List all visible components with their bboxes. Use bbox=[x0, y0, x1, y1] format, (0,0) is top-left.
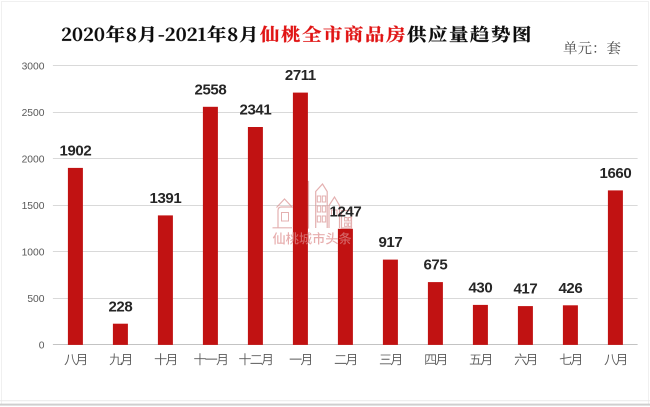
svg-text:2711: 2711 bbox=[285, 67, 316, 84]
svg-text:2000: 2000 bbox=[22, 154, 45, 165]
svg-text:1500: 1500 bbox=[22, 201, 45, 212]
svg-text:2341: 2341 bbox=[240, 102, 272, 119]
svg-text:228: 228 bbox=[108, 298, 132, 315]
svg-text:1391: 1391 bbox=[150, 190, 182, 207]
svg-text:1902: 1902 bbox=[60, 143, 92, 160]
svg-text:917: 917 bbox=[378, 234, 402, 251]
svg-text:3000: 3000 bbox=[22, 61, 45, 72]
svg-text:2500: 2500 bbox=[22, 108, 45, 119]
svg-text:430: 430 bbox=[468, 280, 492, 297]
svg-text:500: 500 bbox=[27, 294, 44, 305]
svg-text:1000: 1000 bbox=[22, 247, 45, 258]
svg-text:1660: 1660 bbox=[600, 165, 632, 182]
svg-text:1247: 1247 bbox=[330, 203, 362, 220]
svg-text:2558: 2558 bbox=[195, 81, 227, 98]
svg-text:426: 426 bbox=[558, 280, 582, 297]
svg-text:417: 417 bbox=[513, 281, 537, 298]
svg-text:0: 0 bbox=[39, 341, 45, 352]
svg-text:675: 675 bbox=[423, 257, 447, 274]
